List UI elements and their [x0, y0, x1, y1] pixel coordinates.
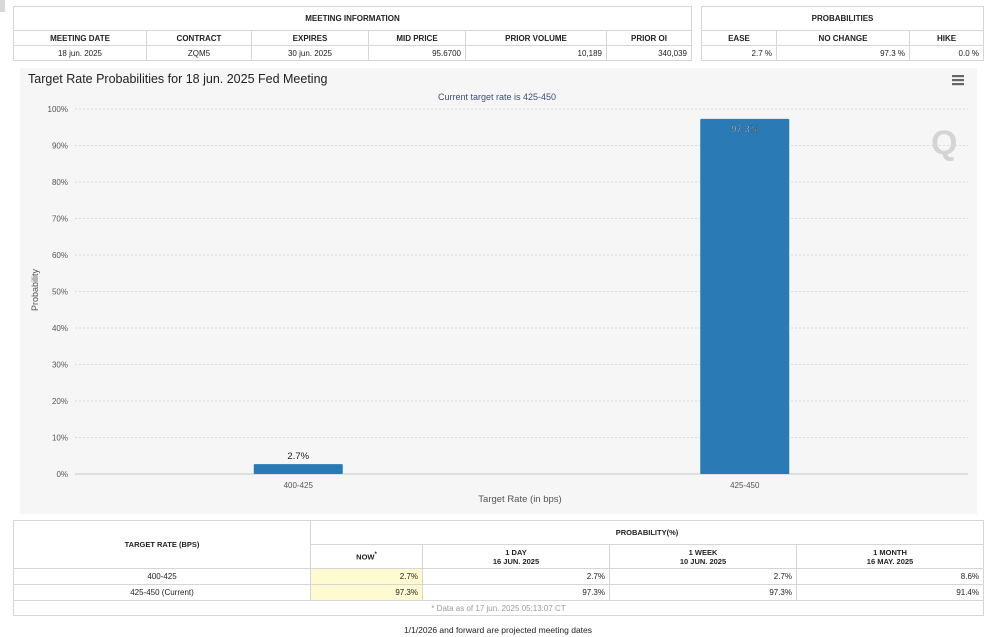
- value-cell: 97.3%: [609, 584, 797, 601]
- x-axis-label: Target Rate (in bps): [478, 494, 561, 505]
- bar-data-label: 97.3%: [731, 124, 758, 135]
- grid: [75, 108, 968, 475]
- probability-header: PROBABILITY(%): [310, 520, 984, 545]
- table-row: 425-450 (Current) 97.3% 97.3% 97.3% 91.4…: [13, 584, 984, 601]
- x-tick-label: 400-425: [284, 481, 314, 490]
- meeting-info-table: MEETING INFORMATION MEETING DATE CONTRAC…: [13, 6, 692, 61]
- hike-value: 0.0 %: [909, 45, 984, 61]
- y-tick-label: 50%: [52, 288, 68, 297]
- now-value-cell: 97.3%: [310, 584, 423, 601]
- col-prior-oi: PRIOR OI: [606, 30, 692, 46]
- period-1d-date: 16 JUN. 2025: [492, 556, 540, 566]
- y-tick-label: 30%: [52, 361, 68, 370]
- y-tick-label: 10%: [52, 434, 68, 443]
- col-meeting-date: MEETING DATE: [13, 30, 147, 46]
- col-prior-volume: PRIOR VOLUME: [465, 30, 607, 46]
- col-ease: EASE: [701, 30, 777, 46]
- y-tick-label: 40%: [52, 324, 68, 333]
- col-mid-price: MID PRICE: [368, 30, 466, 46]
- y-axis-label: Probability: [30, 268, 40, 311]
- prior-volume-value: 10,189: [465, 45, 607, 61]
- value-cell: 97.3%: [422, 584, 610, 601]
- hamburger-menu-icon[interactable]: [952, 75, 964, 86]
- period-header-1d: 1 DAY 16 JUN. 2025: [422, 544, 610, 569]
- contract-value: ZQM5: [146, 45, 252, 61]
- edge-marker: [0, 0, 5, 12]
- meeting-date-value: 18 jun. 2025: [13, 45, 147, 61]
- prior-oi-value: 340,039: [606, 45, 692, 61]
- now-header: NOW*: [310, 544, 423, 569]
- now-mark: *: [374, 551, 377, 558]
- probabilities-table: PROBABILITIES EASE NO CHANGE HIKE 2.7 % …: [701, 6, 984, 61]
- q-watermark-icon: Q: [931, 124, 957, 162]
- col-expires: EXPIRES: [251, 30, 369, 46]
- y-tick-label: 20%: [52, 397, 68, 406]
- x-tick-label: 425-450: [730, 481, 760, 490]
- period-1w-label: 1 WEEK: [688, 547, 718, 557]
- bars: 2.7% 97.3%: [253, 118, 790, 475]
- bar-400-425[interactable]: [253, 464, 343, 474]
- projected-dates-note: 1/1/2026 and forward are projected meeti…: [403, 625, 593, 635]
- col-contract: CONTRACT: [146, 30, 252, 46]
- value-cell: 2.7%: [609, 568, 797, 585]
- now-label: NOW: [356, 552, 375, 562]
- bar-data-label: 2.7%: [287, 451, 309, 462]
- period-1d-label: 1 DAY: [505, 547, 527, 557]
- chart-panel: Target Rate Probabilities for 18 jun. 20…: [20, 68, 977, 514]
- value-cell: 91.4%: [796, 584, 984, 601]
- col-hike: HIKE: [909, 30, 984, 46]
- mid-price-value: 95.6700: [368, 45, 466, 61]
- y-tick-label: 90%: [52, 142, 68, 151]
- no-change-value: 97.3 %: [776, 45, 910, 61]
- y-axis-ticks: 0% 10% 20% 30% 40% 50% 60% 70% 80% 90% 100%: [48, 105, 68, 479]
- y-tick-label: 70%: [52, 215, 68, 224]
- period-header-1m: 1 MONTH 16 MAY. 2025: [796, 544, 984, 569]
- chart-svg: Target Rate Probabilities for 18 jun. 20…: [28, 72, 968, 505]
- data-timestamp-note: * Data as of 17 jun. 2025 05:13:07 CT: [13, 600, 984, 616]
- y-tick-label: 100%: [48, 105, 68, 114]
- expires-value: 30 jun. 2025: [251, 45, 369, 61]
- watermark-letter: Q: [931, 124, 957, 162]
- period-1m-date: 16 MAY. 2025: [866, 556, 914, 566]
- value-cell: 8.6%: [796, 568, 984, 585]
- x-axis-ticks: 400-425 425-450: [284, 481, 760, 490]
- chart-title: Target Rate Probabilities for 18 jun. 20…: [28, 72, 328, 86]
- period-header-1w: 1 WEEK 10 JUN. 2025: [609, 544, 797, 569]
- period-1m-label: 1 MONTH: [873, 547, 907, 557]
- bar-425-450[interactable]: [700, 118, 790, 475]
- y-tick-label: 60%: [52, 251, 68, 260]
- table-row: 400-425 2.7% 2.7% 2.7% 8.6%: [13, 568, 984, 585]
- ease-value: 2.7 %: [701, 45, 777, 61]
- now-value-cell: 2.7%: [310, 568, 423, 585]
- col-no-change: NO CHANGE: [776, 30, 910, 46]
- period-1w-date: 10 JUN. 2025: [679, 556, 727, 566]
- probabilities-title: PROBABILITIES: [701, 6, 984, 31]
- target-rate-header: TARGET RATE (BPS): [13, 520, 311, 569]
- rate-cell: 425-450 (Current): [13, 584, 311, 601]
- value-cell: 2.7%: [422, 568, 610, 585]
- chart-subtitle: Current target rate is 425-450: [438, 92, 556, 102]
- probability-table: TARGET RATE (BPS) PROBABILITY(%) NOW* 1 …: [13, 520, 984, 616]
- y-tick-label: 0%: [56, 470, 68, 479]
- meeting-info-title: MEETING INFORMATION: [13, 6, 692, 31]
- rate-cell: 400-425: [13, 568, 311, 585]
- y-tick-label: 80%: [52, 178, 68, 187]
